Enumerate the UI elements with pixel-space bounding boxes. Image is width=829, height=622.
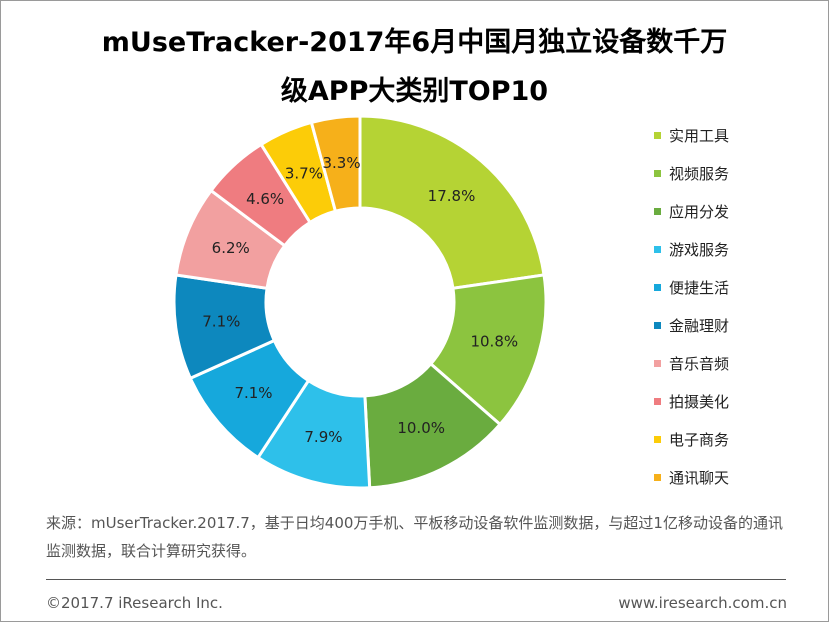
legend-item: 实用工具 — [654, 116, 824, 154]
legend-swatch — [654, 321, 661, 329]
legend-label: 便捷生活 — [669, 278, 730, 297]
legend-label: 电子商务 — [669, 430, 730, 449]
donut-slice-10 — [309, 114, 362, 214]
legend-swatch — [654, 283, 661, 291]
slice-value-label-5: 7.1% — [234, 384, 272, 402]
legend-label: 通讯聊天 — [669, 468, 730, 487]
legend-label: 金融理财 — [669, 316, 730, 335]
legend-swatch — [654, 435, 661, 443]
copyright-text: ©2017.7 iResearch Inc. — [46, 594, 223, 612]
legend-item: 拍摄美化 — [654, 382, 824, 420]
legend-swatch — [654, 473, 661, 481]
legend-swatch — [654, 397, 661, 405]
legend-item: 电子商务 — [654, 420, 824, 458]
slice-value-label-9: 3.7% — [285, 165, 323, 183]
slice-value-label-1: 17.8% — [428, 187, 476, 205]
chart-title-line-1: mUseTracker-2017年6月中国月独立设备数千万 — [101, 27, 728, 58]
legend-swatch — [654, 359, 661, 367]
website-text: www.iresearch.com.cn — [618, 594, 787, 612]
source-note: 来源：mUserTracker.2017.7，基于日均400万手机、平板移动设备… — [46, 514, 783, 560]
legend-item: 通讯聊天 — [654, 458, 824, 496]
slice-value-label-7: 6.2% — [212, 239, 250, 257]
legend-swatch — [654, 245, 661, 253]
chart-legend: 实用工具视频服务应用分发游戏服务便捷生活金融理财音乐音频拍摄美化电子商务通讯聊天 — [654, 116, 824, 496]
slice-value-label-4: 7.9% — [304, 428, 342, 446]
legend-item: 音乐音频 — [654, 344, 824, 382]
legend-label: 视频服务 — [669, 164, 730, 183]
legend-swatch — [654, 131, 661, 139]
legend-item: 金融理财 — [654, 306, 824, 344]
slice-value-label-2: 10.8% — [470, 333, 518, 351]
legend-label: 游戏服务 — [669, 240, 730, 259]
footer-divider — [46, 579, 786, 580]
legend-label: 音乐音频 — [669, 354, 730, 373]
donut-slice-1 — [358, 114, 546, 291]
legend-item: 应用分发 — [654, 192, 824, 230]
slice-value-label-10: 3.3% — [323, 154, 361, 172]
slice-value-label-8: 4.6% — [246, 190, 284, 208]
legend-label: 应用分发 — [669, 202, 730, 221]
chart-title-line-2: 级APP大类别TOP10 — [280, 76, 549, 107]
legend-item: 便捷生活 — [654, 268, 824, 306]
legend-item: 视频服务 — [654, 154, 824, 192]
legend-label: 拍摄美化 — [669, 392, 730, 411]
slice-value-label-6: 7.1% — [202, 312, 240, 330]
slice-value-label-3: 10.0% — [397, 419, 445, 437]
legend-label: 实用工具 — [669, 126, 730, 145]
legend-item: 游戏服务 — [654, 230, 824, 268]
legend-swatch — [654, 207, 661, 215]
donut-chart: 17.8% 10.8% 10.0% 7.9% 7.1% 7.1% 6.2% 4.6%3.7%3… — [172, 114, 548, 490]
legend-swatch — [654, 169, 661, 177]
